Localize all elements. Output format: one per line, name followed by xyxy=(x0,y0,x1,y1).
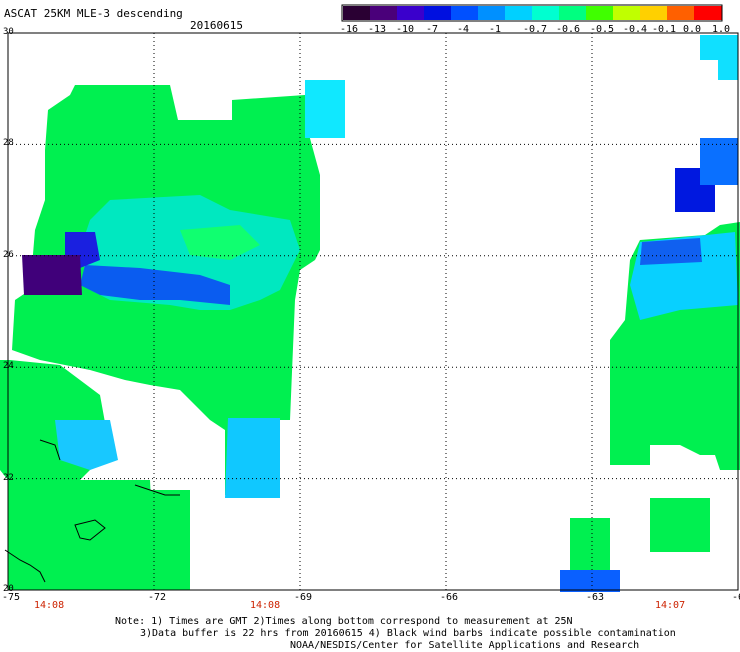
latitude-label: 30 xyxy=(3,27,14,37)
blue-patch-northeast xyxy=(700,138,738,185)
product-date: 20160615 xyxy=(190,19,243,32)
colorbar-label: -16 xyxy=(340,24,359,35)
colorbar-segment xyxy=(640,6,668,20)
colorbar xyxy=(341,4,723,22)
product-title: ASCAT 25KM MLE-3 descending xyxy=(4,7,183,20)
colorbar-segments xyxy=(343,6,722,20)
coastline-hispaniola xyxy=(134,484,180,496)
data-swaths xyxy=(0,35,740,592)
colorbar-segment xyxy=(667,6,695,20)
colorbar-segment xyxy=(559,6,587,20)
colorbar-segment xyxy=(451,6,479,20)
longitude-label: -75 xyxy=(2,592,21,603)
colorbar-segment xyxy=(370,6,398,20)
green-swath-south xyxy=(0,360,155,590)
colorbar-label: -4 xyxy=(457,24,470,35)
colorbar-label: 0.0 xyxy=(683,24,702,35)
coastline-island xyxy=(74,519,106,541)
blue-band-east xyxy=(640,238,702,265)
coastline-cuba xyxy=(4,549,46,583)
colorbar-label: -1 xyxy=(489,24,502,35)
colorbar-label: -10 xyxy=(396,24,415,35)
note-line-2: 3)Data buffer is 22 hrs from 20160615 4)… xyxy=(140,628,676,639)
colorbar-segment xyxy=(613,6,641,20)
time-label-east: 14:07 xyxy=(655,600,686,611)
purple-patch xyxy=(22,255,82,295)
colorbar-label: -7 xyxy=(426,24,439,35)
longitude-label: -66 xyxy=(440,592,459,603)
colorbar-segment xyxy=(586,6,614,20)
colorbar-label: -0.5 xyxy=(590,24,615,35)
colorbar-frame xyxy=(341,4,723,22)
latitude-label: 28 xyxy=(3,138,14,149)
latitude-label: 22 xyxy=(3,472,14,483)
colorbar-label: -0.7 xyxy=(523,24,548,35)
colorbar-segment xyxy=(343,6,371,20)
colorbar-segment xyxy=(505,6,533,20)
longitude-label: -60 xyxy=(732,592,740,603)
latitude-label: 20 xyxy=(3,584,14,594)
colorbar-label: -0.1 xyxy=(652,24,677,35)
longitude-label: -69 xyxy=(294,592,313,603)
green-strip-south xyxy=(150,490,190,590)
coastline-bahamas xyxy=(39,439,61,461)
cyan-patch-south xyxy=(55,420,118,470)
longitude-label: -72 xyxy=(148,592,167,603)
plot-frame xyxy=(7,32,739,591)
colorbar-segment xyxy=(478,6,506,20)
time-label-center: 14:08 xyxy=(250,600,281,611)
latitude-label: 26 xyxy=(3,249,14,260)
colorbar-label: -0.6 xyxy=(556,24,581,35)
longitude-label: -63 xyxy=(586,592,605,603)
colorbar-segment xyxy=(694,6,722,20)
colorbar-label: 1.0 xyxy=(712,24,731,35)
colorbar-segment xyxy=(532,6,560,20)
cyan-strip xyxy=(225,418,280,498)
time-label-west: 14:08 xyxy=(34,600,65,611)
colorbar-segment xyxy=(397,6,425,20)
blue-patch-southeast xyxy=(560,570,620,592)
green-core xyxy=(180,225,260,260)
cyan-patch-northeast xyxy=(700,35,738,80)
cyan-patch-north xyxy=(305,80,345,138)
grid xyxy=(8,33,738,590)
note-line-1: Note: 1) Times are GMT 2)Times along bot… xyxy=(115,616,573,627)
green-patch-east-south xyxy=(650,498,710,552)
colorbar-segment xyxy=(424,6,452,20)
coastlines xyxy=(4,439,180,583)
colorbar-label: -13 xyxy=(368,24,387,35)
colorbar-label: -0.4 xyxy=(623,24,648,35)
blue-band xyxy=(80,265,230,305)
latitude-label: 24 xyxy=(3,361,14,372)
note-line-3: NOAA/NESDIS/Center for Satellite Applica… xyxy=(290,640,640,651)
